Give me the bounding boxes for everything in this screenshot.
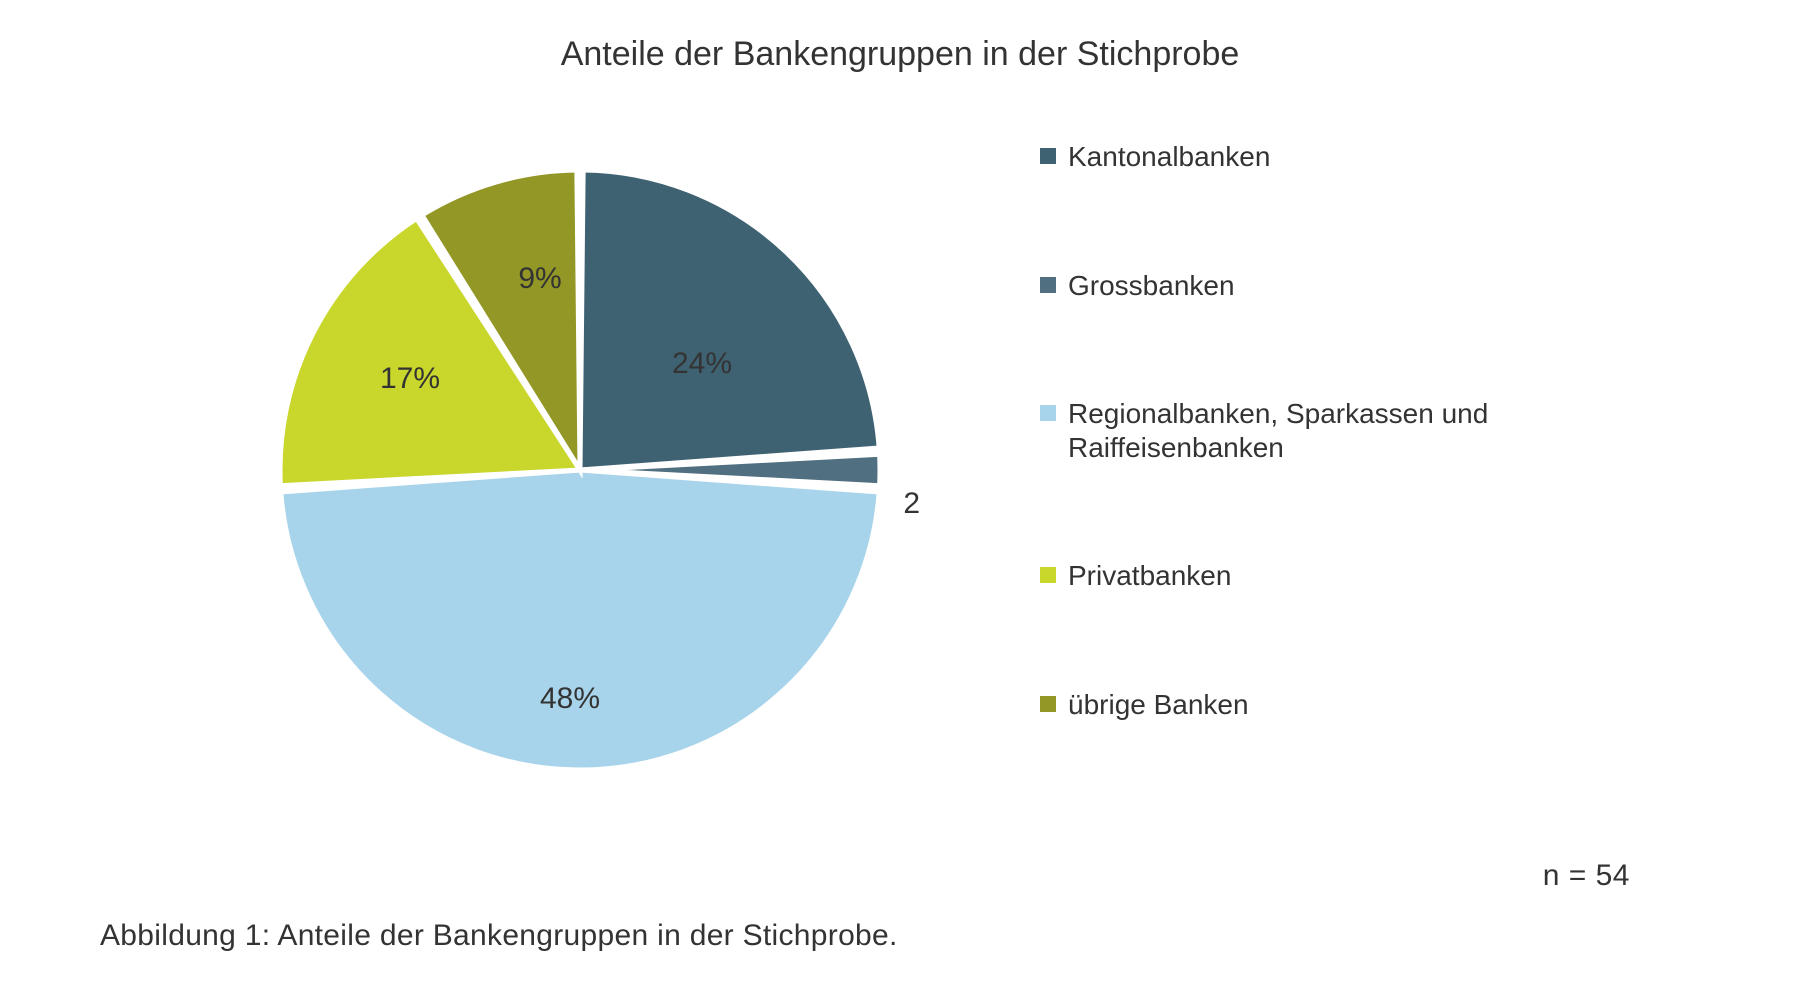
- slice-label: 24%: [672, 347, 732, 380]
- slice-label: 9%: [518, 262, 561, 295]
- legend-item: Kantonalbanken: [1040, 140, 1560, 174]
- pie-slice: [580, 170, 879, 470]
- pie-chart: 24% 2% 48% 17% 9%: [240, 130, 920, 810]
- legend-swatch: [1040, 148, 1056, 164]
- legend-label: Regionalbanken, Sparkassen und Raiffeise…: [1068, 397, 1560, 464]
- legend-item: Privatbanken: [1040, 559, 1560, 593]
- pie-slice: [281, 470, 879, 770]
- slice-label: 48%: [540, 682, 600, 715]
- sample-size-note: n = 54: [1543, 859, 1630, 893]
- slice-label: 17%: [380, 362, 440, 395]
- chart-title: Anteile der Bankengruppen in der Stichpr…: [0, 35, 1800, 74]
- legend: Kantonalbanken Grossbanken Regionalbanken,…: [1040, 140, 1560, 817]
- legend-label: Grossbanken: [1068, 269, 1235, 303]
- legend-item: Regionalbanken, Sparkassen und Raiffeise…: [1040, 397, 1560, 464]
- legend-item: Grossbanken: [1040, 269, 1560, 303]
- legend-swatch: [1040, 567, 1056, 583]
- legend-label: Kantonalbanken: [1068, 140, 1270, 174]
- legend-item: übrige Banken: [1040, 688, 1560, 722]
- legend-swatch: [1040, 405, 1056, 421]
- slice-label: 2%: [903, 487, 920, 520]
- figure-caption: Abbildung 1: Anteile der Bankengruppen i…: [100, 919, 898, 953]
- legend-label: Privatbanken: [1068, 559, 1231, 593]
- legend-swatch: [1040, 696, 1056, 712]
- legend-swatch: [1040, 277, 1056, 293]
- legend-label: übrige Banken: [1068, 688, 1249, 722]
